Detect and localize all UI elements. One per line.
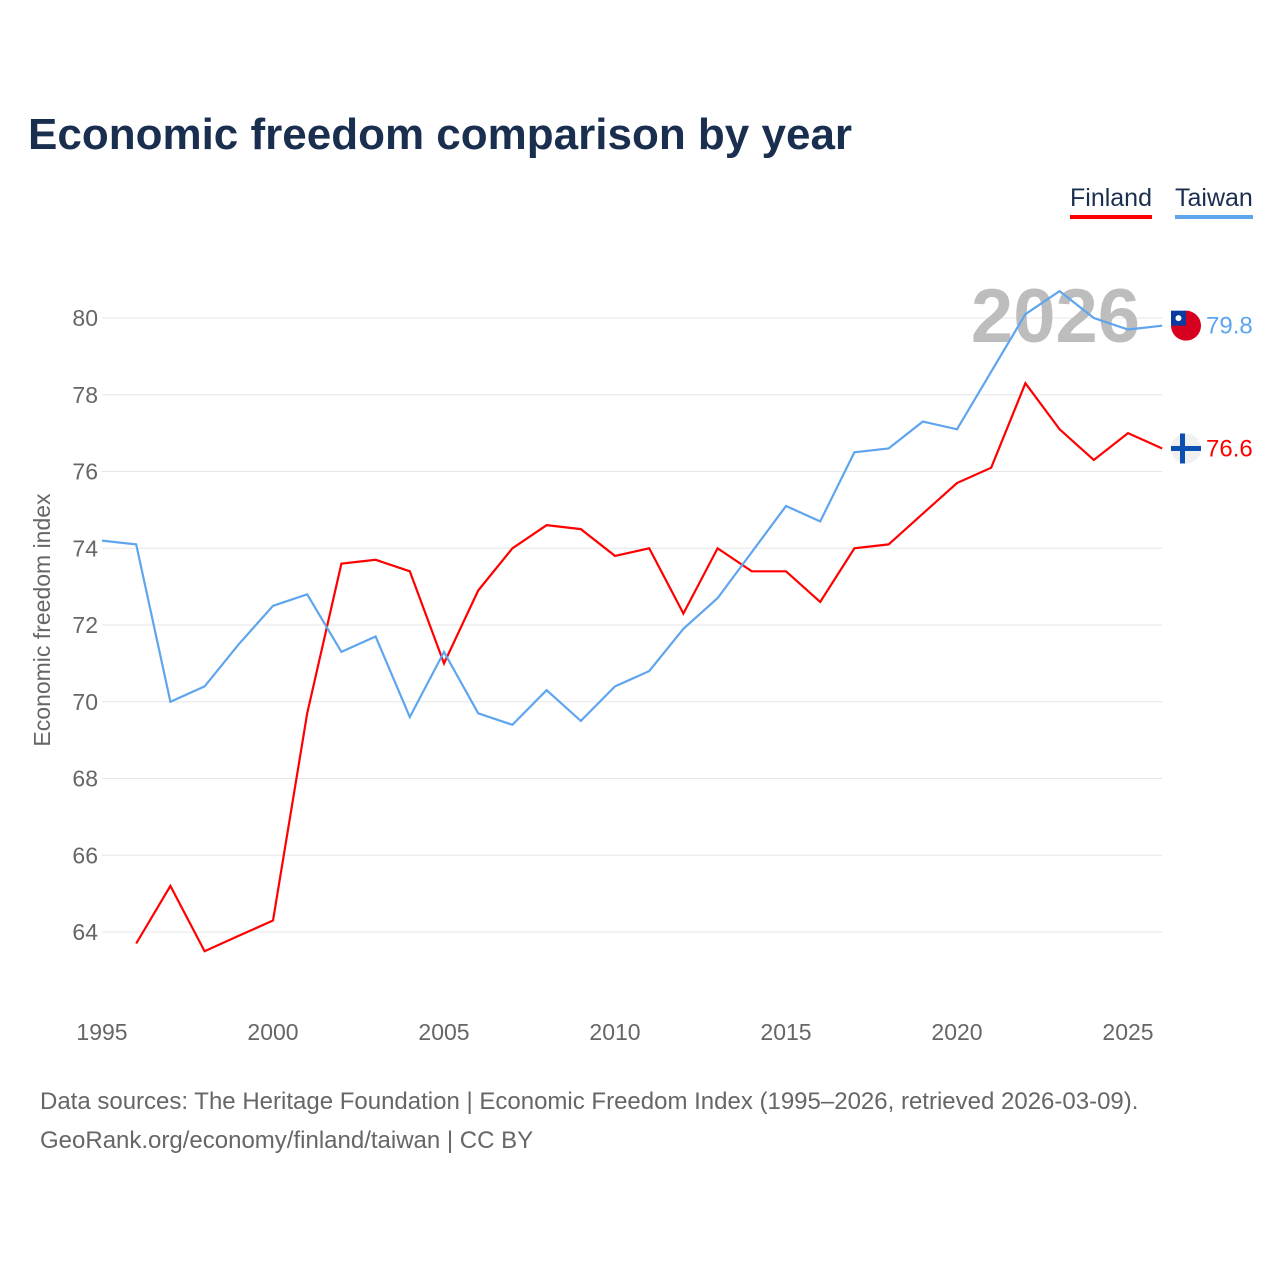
end-value-label-taiwan: 79.8	[1206, 313, 1253, 340]
x-tick-label: 2020	[931, 1019, 982, 1045]
finland-flag-cross-h	[1171, 445, 1201, 451]
end-value-label-finland: 76.6	[1206, 435, 1253, 462]
source-url[interactable]: GeoRank.org/economy/finland/taiwan | CC …	[40, 1127, 534, 1154]
x-tick-label: 2015	[760, 1019, 811, 1045]
finland-flag-cross-v	[1180, 433, 1185, 464]
y-tick-label: 80	[72, 305, 98, 331]
x-tick-label: 2000	[247, 1019, 298, 1045]
y-tick-label: 70	[72, 689, 98, 715]
y-tick-label: 74	[72, 535, 98, 561]
y-tick-label: 78	[72, 382, 98, 408]
source-note: Data sources: The Heritage Foundation | …	[40, 1088, 1139, 1115]
x-tick-label: 2010	[589, 1019, 640, 1045]
taiwan-flag-sun	[1175, 315, 1182, 322]
x-tick-label: 2025	[1102, 1019, 1153, 1045]
y-axis-label: Economic freedom index	[29, 493, 55, 747]
y-tick-label: 72	[72, 612, 98, 638]
y-tick-label: 76	[72, 459, 98, 485]
series-line-finland	[135, 380, 1163, 953]
y-tick-label: 66	[72, 842, 98, 868]
year-watermark: 2026	[971, 274, 1140, 359]
series-line-taiwan	[101, 289, 1163, 727]
y-tick-label: 68	[72, 766, 98, 792]
x-tick-label: 1995	[76, 1019, 127, 1045]
y-tick-label: 64	[72, 919, 98, 945]
chart-title: Economic freedom comparison by year	[28, 110, 853, 159]
x-tick-label: 2005	[418, 1019, 469, 1045]
legend-finland[interactable]: Finland	[1070, 184, 1152, 219]
legend-taiwan[interactable]: Taiwan	[1175, 184, 1253, 219]
